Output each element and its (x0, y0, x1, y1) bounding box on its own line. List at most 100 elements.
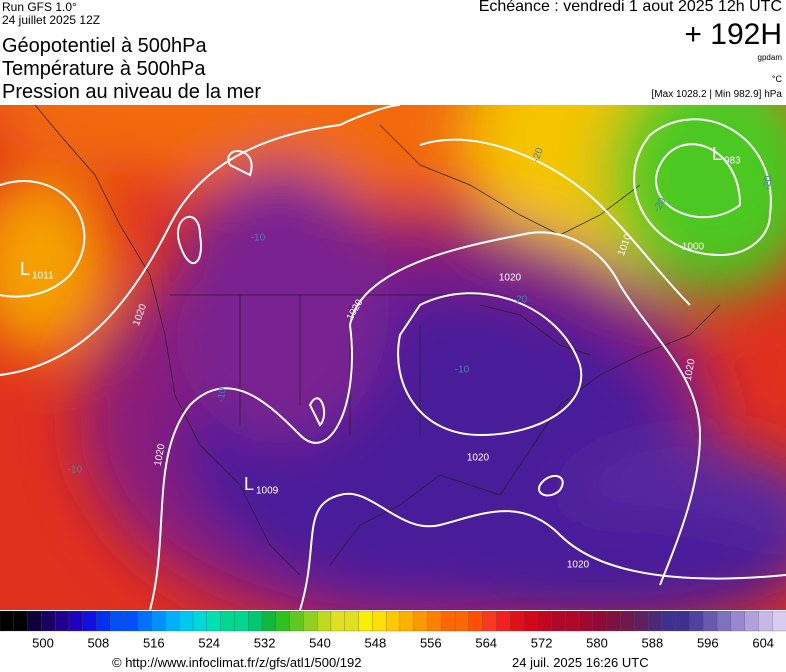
colorbar-swatch (482, 611, 498, 632)
colorbar-label: 532 (254, 635, 276, 650)
colorbar-swatch (372, 611, 387, 632)
colorbar-label: 500 (32, 635, 54, 650)
colorbar-swatch (220, 611, 236, 632)
colorbar-swatch (454, 611, 470, 632)
colorbar-swatch (82, 611, 98, 632)
contour-label: -20 (513, 295, 528, 306)
colorbar-swatch (206, 611, 222, 632)
colorbar-swatch (110, 611, 125, 632)
timestamp: 24 juil. 2025 16:26 UTC (512, 655, 649, 670)
colorbar-swatch (537, 611, 553, 632)
colorbar-swatch (606, 611, 622, 632)
contour-label: 1020 (567, 560, 590, 571)
colorbar-swatch (13, 611, 29, 632)
colorbar-swatch (565, 611, 580, 632)
contour-label: -10 (251, 233, 266, 244)
colorbar-swatch (399, 611, 415, 632)
colorbar-label: 508 (88, 635, 110, 650)
colorbar-swatch (427, 611, 442, 632)
source-url: © http://www.infoclimat.fr/z/gfs/atl1/50… (112, 655, 362, 670)
low-value: 1011 (32, 271, 54, 282)
colorbar-swatch (620, 611, 635, 632)
contour-label: -20 (530, 146, 545, 164)
contour-label: -10 (68, 465, 83, 476)
colorbar-swatch (675, 611, 691, 632)
contour-label: 1020 (683, 358, 698, 382)
contour-label: 1020 (467, 453, 490, 464)
colorbar-swatch (123, 611, 139, 632)
contour-label: 1020 (499, 273, 522, 284)
colorbar: 500 508 516 524 532 540 548 556 564 572 580 588 596 6… (0, 611, 786, 650)
contour-label: -10 (215, 387, 228, 404)
colorbar-swatch (647, 611, 663, 632)
unit: gpdam (757, 53, 782, 62)
forecast-offset: + 192H (684, 18, 782, 51)
colorbar-label: 580 (586, 635, 608, 650)
colorbar-swatch (523, 611, 539, 632)
colorbar-swatch (730, 611, 746, 632)
contour-label: 1020 (153, 443, 168, 467)
low-value: 1009 (256, 486, 279, 497)
colorbar-swatch (744, 611, 760, 632)
colorbar-label: 540 (309, 635, 331, 650)
colorbar-swatch (137, 611, 153, 632)
colorbar-swatch (772, 611, 786, 632)
contour-label: -20 (761, 175, 774, 192)
colorbar-label: 604 (752, 635, 774, 650)
colorbar-swatch (317, 611, 332, 632)
temperature-field (0, 105, 786, 610)
low-mark: L (712, 144, 722, 164)
colorbar-swatch (261, 611, 277, 632)
title: Géopotentiel à 500hPa (2, 35, 207, 57)
pressure-range: [Max 1028.2 | Min 982.9] hPa (651, 89, 782, 100)
title: Pression au niveau de la mer (2, 81, 262, 103)
colorbar-swatch (413, 611, 429, 632)
colorbar-swatch (510, 611, 525, 632)
colorbar-swatch (385, 611, 401, 632)
colorbar-label: 588 (642, 635, 664, 650)
colorbar-swatch (689, 611, 704, 632)
colorbar-swatch (703, 611, 718, 632)
colorbar-swatch (592, 611, 608, 632)
colorbar-swatch (496, 611, 511, 632)
colorbar-swatch (41, 611, 56, 632)
colorbar-swatch (716, 611, 732, 632)
colorbar-swatch (289, 611, 305, 632)
coastlines (34, 105, 721, 576)
colorbar-swatch (634, 611, 649, 632)
colorbar-swatch (68, 611, 84, 632)
colorbar-swatch (151, 611, 167, 632)
title: Température à 500hPa (2, 58, 206, 80)
contour-label: 1000 (682, 242, 705, 253)
colorbar-label: 596 (697, 635, 719, 650)
run: Run GFS 1.0° (2, 0, 77, 14)
low-value: 983 (724, 156, 741, 167)
unit: °C (771, 74, 782, 84)
colorbar-swatch (303, 611, 318, 632)
colorbar-label: 548 (365, 635, 387, 650)
colorbar-swatch (165, 611, 180, 632)
isobars (0, 105, 786, 610)
colorbar-label: 572 (531, 635, 553, 650)
colorbar-swatch (579, 611, 594, 632)
colorbar-swatch (234, 611, 249, 632)
colorbar-swatch (179, 611, 194, 632)
contour-label: -10 (455, 365, 470, 376)
colorbar-swatch (551, 611, 567, 632)
colorbar-swatch (275, 611, 291, 632)
colorbar-swatch (661, 611, 677, 632)
colorbar-swatch (441, 611, 456, 632)
colorbar-label: 556 (420, 635, 442, 650)
low-mark: L (20, 259, 30, 279)
colorbar-swatch (358, 611, 373, 632)
colorbar-swatch (192, 611, 208, 632)
colorbar-swatch (248, 611, 263, 632)
forecast-time: Echéance : vendredi 1 aout 2025 12h UTC (478, 0, 782, 15)
colorbar-label: 516 (143, 635, 165, 650)
colorbar-label: 524 (198, 635, 220, 650)
colorbar-swatch (0, 611, 15, 632)
colorbar-swatch (330, 611, 346, 632)
colorbar-swatch (96, 611, 111, 632)
